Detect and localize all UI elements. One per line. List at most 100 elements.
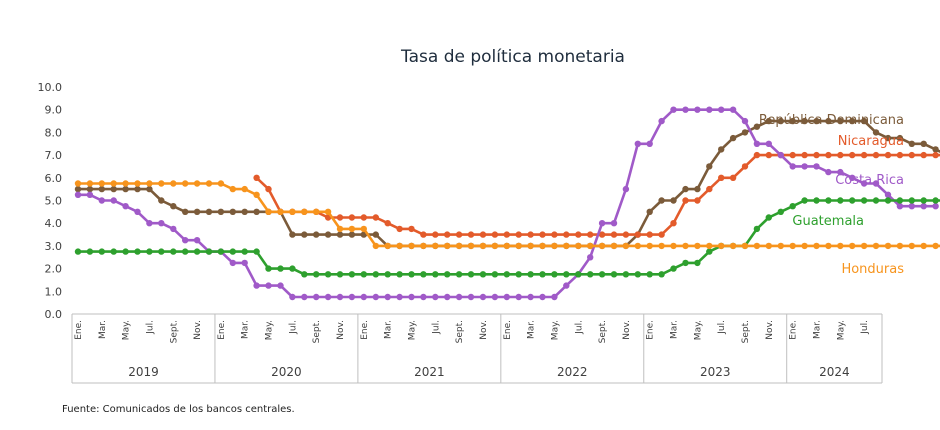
data-point <box>384 293 391 301</box>
year-label: 2020 <box>271 365 302 379</box>
data-point <box>753 225 761 233</box>
data-point <box>789 151 796 159</box>
data-point <box>860 151 868 159</box>
data-point <box>908 197 915 204</box>
data-point <box>670 197 677 204</box>
data-point <box>420 231 427 238</box>
data-point <box>527 293 534 301</box>
x-tick-label: Mar. <box>527 320 537 339</box>
data-point <box>74 180 82 187</box>
data-point <box>348 214 356 221</box>
data-point <box>765 151 772 159</box>
data-point <box>729 174 737 181</box>
data-point <box>753 123 761 130</box>
data-point <box>837 197 844 204</box>
data-point <box>110 197 117 204</box>
x-tick-label: Ene. <box>360 320 370 340</box>
data-point <box>884 242 892 250</box>
data-point <box>646 242 653 250</box>
data-point <box>694 185 701 193</box>
data-point <box>241 259 248 267</box>
data-point <box>729 134 737 142</box>
data-point <box>408 225 415 233</box>
data-point <box>384 271 391 278</box>
data-point <box>455 293 463 301</box>
x-tick-label: Ene. <box>74 320 84 340</box>
data-point <box>444 231 451 238</box>
data-point <box>324 271 332 278</box>
data-point <box>253 208 260 215</box>
data-point <box>301 231 308 238</box>
data-point <box>825 117 832 125</box>
data-point <box>479 242 487 250</box>
data-point <box>265 282 272 289</box>
data-point <box>849 174 856 181</box>
data-point <box>277 265 284 272</box>
data-point <box>313 208 320 215</box>
data-point <box>849 242 856 250</box>
x-tick-label: Sept. <box>598 320 608 343</box>
data-point <box>634 271 641 278</box>
data-point <box>813 151 820 159</box>
data-point <box>217 208 225 215</box>
data-point <box>170 248 177 255</box>
data-point <box>813 117 820 125</box>
data-point <box>789 242 796 250</box>
data-point <box>658 197 665 204</box>
data-point <box>563 282 570 289</box>
data-point <box>503 271 510 278</box>
data-point <box>158 197 165 204</box>
data-point <box>515 242 522 250</box>
data-point <box>908 140 915 147</box>
data-point <box>253 174 260 181</box>
data-point <box>551 271 558 278</box>
data-point <box>146 248 153 255</box>
data-point <box>491 293 499 301</box>
data-point <box>467 231 475 238</box>
data-point <box>658 231 665 238</box>
y-tick-label: 6.0 <box>45 172 63 185</box>
data-point <box>718 174 725 181</box>
data-point <box>753 140 761 147</box>
data-point <box>515 271 522 278</box>
data-point <box>336 225 344 233</box>
data-point <box>563 231 570 238</box>
data-point <box>396 225 403 233</box>
data-point <box>444 242 451 250</box>
data-point <box>610 220 618 227</box>
series-label: Guatemala <box>792 214 864 229</box>
data-point <box>551 242 558 250</box>
y-tick-label: 8.0 <box>45 126 63 139</box>
data-point <box>193 208 201 215</box>
data-point <box>110 180 117 187</box>
data-point <box>182 248 189 255</box>
data-point <box>217 180 225 187</box>
data-point <box>694 106 701 113</box>
y-tick-label: 5.0 <box>45 195 63 208</box>
chart-title: Tasa de política monetaria <box>400 47 625 67</box>
data-point <box>265 185 272 193</box>
data-point <box>336 214 344 221</box>
data-point <box>670 242 677 250</box>
data-point <box>336 293 344 301</box>
data-point <box>539 231 546 238</box>
data-point <box>682 242 689 250</box>
data-point <box>694 259 701 267</box>
data-point <box>134 180 141 187</box>
data-point <box>170 180 177 187</box>
data-point <box>777 208 784 215</box>
data-point <box>801 197 808 204</box>
data-point <box>837 117 844 125</box>
data-point <box>455 231 463 238</box>
y-tick-label: 1.0 <box>45 285 63 298</box>
data-point <box>503 293 510 301</box>
data-point <box>932 146 939 153</box>
data-point <box>682 185 689 193</box>
y-tick-label: 10.0 <box>38 81 63 94</box>
data-point <box>527 231 534 238</box>
data-point <box>610 231 618 238</box>
data-point <box>741 117 749 125</box>
series-line <box>78 108 936 299</box>
data-point <box>277 208 284 215</box>
data-point <box>706 242 713 250</box>
